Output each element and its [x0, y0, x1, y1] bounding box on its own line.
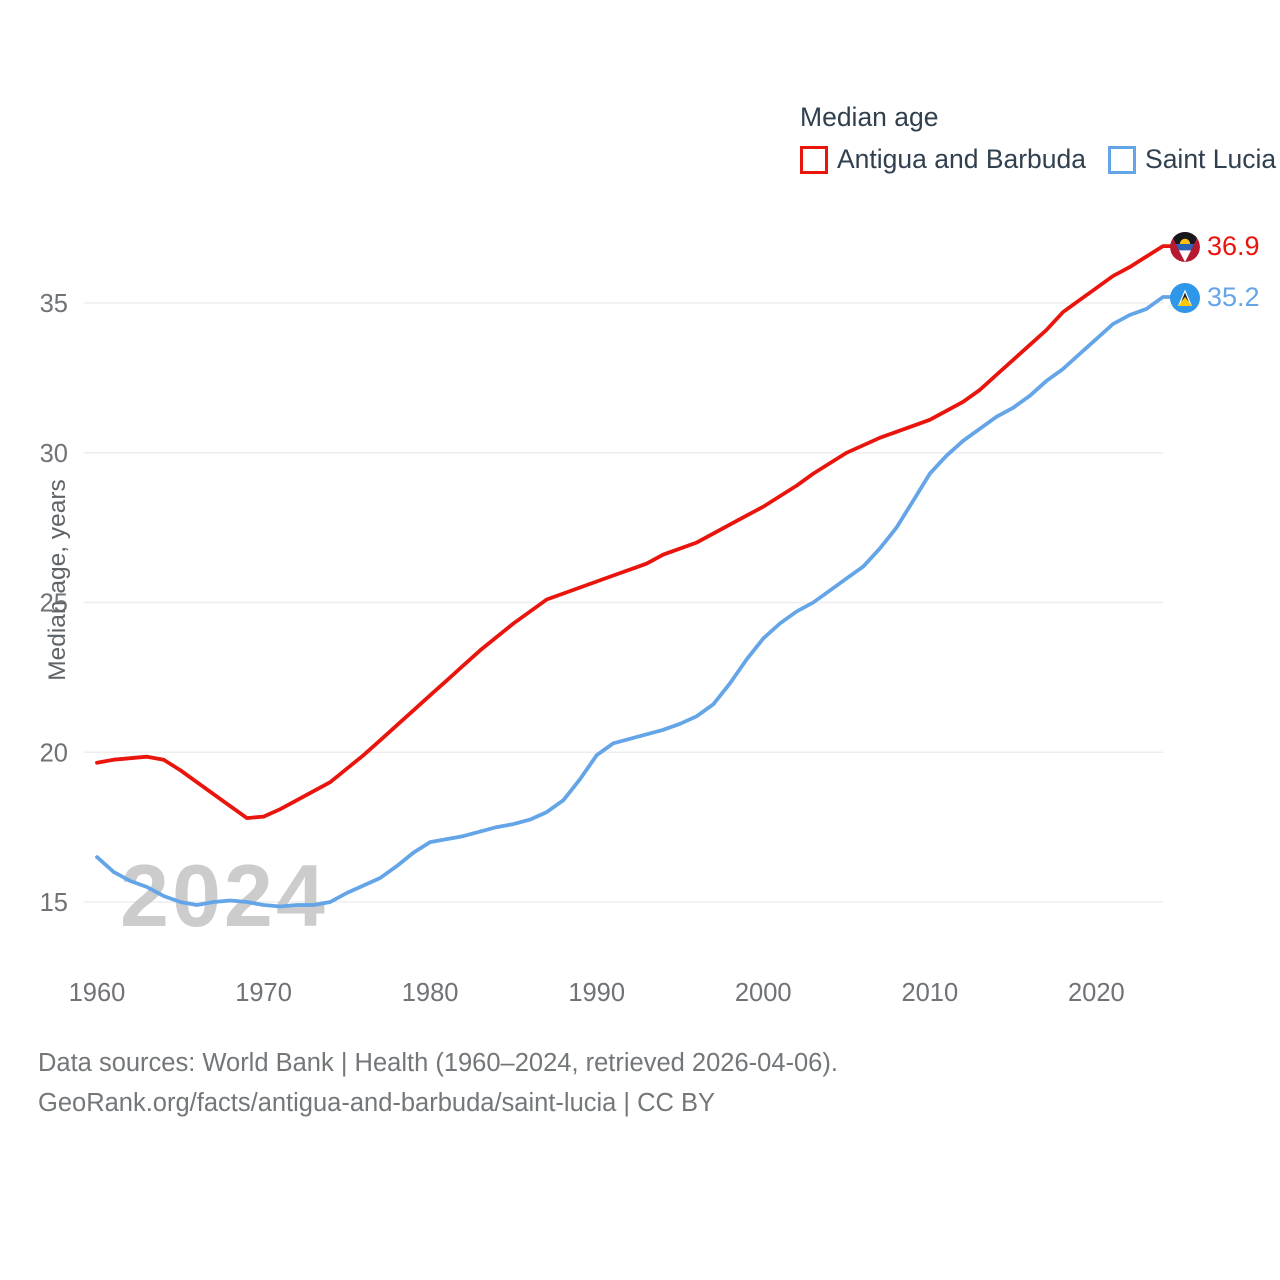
saint-lucia-flag-icon — [1170, 282, 1200, 313]
x-tick-label: 1960 — [69, 979, 126, 1007]
legend-title: Median age — [800, 102, 939, 132]
legend-swatch-saint-lucia-icon — [1108, 145, 1137, 174]
legend-label-saint-lucia: Saint Lucia — [1145, 144, 1277, 174]
y-tick-label: 35 — [40, 290, 68, 318]
x-tick-label: 1980 — [402, 979, 459, 1007]
legend-label-antigua: Antigua and Barbuda — [837, 144, 1087, 174]
legend-entry-antigua-and-barbuda[interactable]: Antigua and Barbuda — [800, 144, 1086, 175]
y-tick-label: 30 — [40, 440, 68, 468]
x-tick-label: 1990 — [568, 979, 625, 1007]
y-axis-title: Median age, years — [44, 479, 71, 681]
footer: Data sources: World Bank | Health (1960–… — [38, 1043, 838, 1123]
end-label-antigua-and-barbuda: 36.9 — [1170, 231, 1260, 262]
end-value-antigua: 36.9 — [1207, 231, 1260, 262]
x-tick-label: 2000 — [735, 979, 792, 1007]
y-tick-label: 25 — [40, 590, 68, 618]
series-line-antigua-and-barbuda[interactable] — [95, 244, 1174, 820]
x-tick-label: 2020 — [1068, 979, 1125, 1007]
y-tick-label: 15 — [40, 889, 68, 917]
x-tick-label: 2010 — [901, 979, 958, 1007]
antigua-and-barbuda-flag-icon — [1170, 231, 1200, 262]
legend-rows: Antigua and Barbuda Saint Lucia — [800, 144, 1276, 175]
series-line-saint-lucia[interactable] — [95, 295, 1174, 909]
end-label-saint-lucia: 35.2 — [1170, 282, 1260, 313]
watermark-year: 2024 — [120, 846, 328, 945]
x-tick-label: 1970 — [235, 979, 292, 1007]
y-tick-label: 20 — [40, 739, 68, 767]
footer-data-sources: Data sources: World Bank | Health (1960–… — [38, 1049, 838, 1077]
legend: Median age Antigua and Barbuda Saint Luc… — [800, 101, 1276, 175]
footer-attribution-link[interactable]: GeoRank.org/facts/antigua-and-barbuda/sa… — [38, 1089, 716, 1117]
legend-swatch-antigua-icon — [800, 145, 828, 174]
legend-entry-saint-lucia[interactable]: Saint Lucia — [1108, 144, 1276, 175]
end-value-saint-lucia: 35.2 — [1207, 282, 1260, 312]
